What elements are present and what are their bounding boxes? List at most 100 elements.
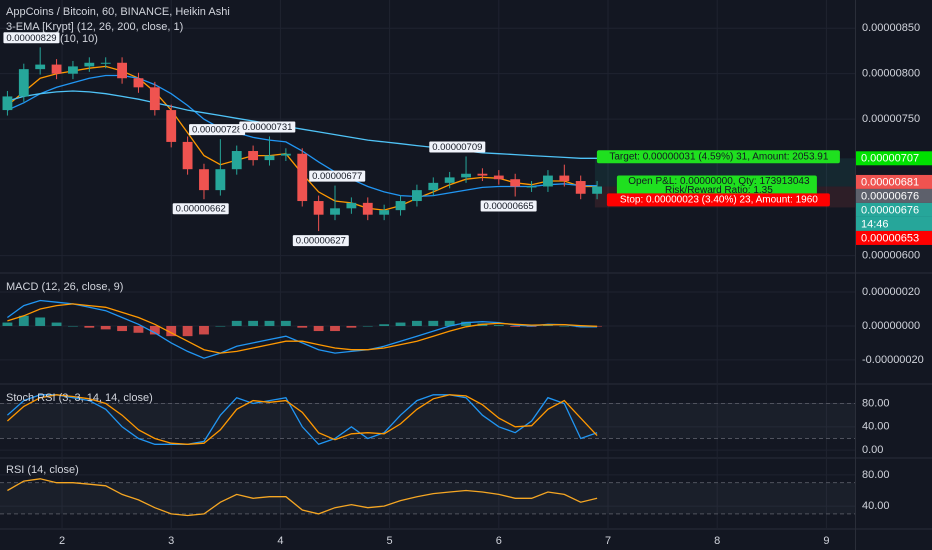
- histogram-bar: [199, 325, 209, 335]
- candle-body: [182, 141, 193, 170]
- indicator-line: [7, 303, 598, 354]
- annotation-label: 0.00000662: [176, 204, 226, 215]
- candle-body: [395, 201, 406, 211]
- x-tick-label: 3: [168, 535, 174, 547]
- histogram-bar: [264, 320, 275, 326]
- candle-body: [592, 186, 602, 194]
- candle-body: [559, 175, 570, 182]
- x-tick-label: 8: [714, 535, 720, 547]
- candle-body: [543, 175, 553, 187]
- histogram-bar: [428, 320, 439, 326]
- indicator-line: [7, 478, 598, 517]
- candle-body: [313, 201, 324, 215]
- price-label-box: [856, 174, 932, 189]
- histogram-bar: [117, 325, 127, 332]
- candle-body: [280, 153, 291, 156]
- candle-body: [2, 96, 13, 111]
- annotation-box: [309, 170, 366, 182]
- y-tick-label: 80.00: [862, 397, 890, 409]
- price-label: 0.00000653: [861, 232, 919, 244]
- indicator-line: [7, 90, 598, 159]
- candle-body: [428, 182, 439, 191]
- histogram-bar: [215, 325, 226, 327]
- x-tick-label: 7: [605, 535, 611, 547]
- histogram-bar: [280, 320, 291, 326]
- histogram-bar: [297, 325, 308, 328]
- annotation-box: [239, 121, 296, 133]
- histogram-bar: [411, 320, 422, 326]
- annotation-label: 0.00000709: [432, 142, 482, 153]
- pane-title: MACD (12, 26, close, 9): [6, 281, 123, 293]
- histogram-bar: [346, 325, 357, 328]
- candle-body: [231, 151, 242, 170]
- indicator-line: [6, 394, 598, 445]
- target-box: [596, 150, 840, 164]
- candle-body: [100, 62, 111, 64]
- candle-body: [297, 153, 308, 202]
- candle-body: [493, 175, 504, 180]
- candle-body: [461, 173, 471, 178]
- candle-body: [35, 64, 46, 70]
- price-label: 0.00000681: [861, 176, 919, 188]
- price-label-box: [856, 202, 932, 217]
- y-tick-label: -0.00000020: [862, 354, 924, 366]
- y-tick-label: 0.00000750: [862, 113, 920, 125]
- candle-body: [149, 87, 160, 111]
- histogram-bar: [133, 325, 144, 333]
- price-label-box: [856, 216, 932, 231]
- histogram-bar: [100, 325, 111, 330]
- annotation-label: 0.00000677: [312, 171, 362, 182]
- histogram-bar: [18, 315, 29, 326]
- x-tick-label: 4: [277, 535, 283, 547]
- candle-body: [84, 62, 95, 67]
- annotation-box: [189, 124, 246, 136]
- histogram-bar: [379, 324, 390, 326]
- histogram-bar: [2, 322, 13, 326]
- indicator-params: (10, 10): [60, 33, 98, 45]
- candle-body: [526, 186, 537, 188]
- pane-title: Stoch RSI (3, 3, 14, 14, close): [6, 392, 153, 404]
- pane-title: RSI (14, close): [6, 464, 79, 476]
- y-tick-label: 0.00000800: [862, 68, 920, 80]
- annotation-label: 0.00000731: [242, 122, 292, 133]
- annotation-label: 0.00000665: [484, 201, 534, 212]
- annotation-label: 0.00000627: [296, 236, 346, 247]
- candle-body: [411, 190, 422, 202]
- annotation-box: [172, 203, 229, 215]
- x-tick-label: 6: [496, 535, 502, 547]
- candle-body: [199, 169, 209, 191]
- x-tick-label: 5: [387, 535, 393, 547]
- histogram-bar: [166, 325, 177, 337]
- candle-body: [346, 202, 357, 209]
- candle-body: [575, 181, 586, 194]
- price-label: 0.00000676: [861, 204, 919, 216]
- y-tick-label: 0.00000600: [862, 250, 920, 262]
- histogram-bar: [182, 325, 193, 337]
- histogram-bar: [248, 320, 259, 326]
- histogram-bar: [51, 322, 62, 326]
- price-label-box: [856, 230, 932, 245]
- target-text: Target: 0.00000031 (4.59%) 31, Amount: 2…: [609, 151, 828, 162]
- histogram-bar: [362, 325, 373, 327]
- histogram-bar: [84, 325, 95, 328]
- candle-body: [166, 110, 177, 142]
- candle-body: [51, 64, 62, 74]
- band: [0, 482, 855, 514]
- price-label-box: [856, 188, 932, 203]
- histogram-bar: [35, 317, 46, 326]
- candle-body: [264, 155, 275, 161]
- price-label: 14:46: [861, 218, 889, 230]
- histogram-bar: [313, 325, 324, 332]
- y-tick-label: 0.00000850: [862, 22, 920, 34]
- candle-body: [330, 208, 340, 215]
- y-tick-label: 0.00: [862, 444, 883, 456]
- histogram-bar: [231, 320, 242, 326]
- y-tick-label: 0.00000000: [862, 320, 920, 332]
- annotation-label: 0.00000728: [192, 125, 242, 136]
- pnl-box: [616, 175, 817, 197]
- y-tick-label: 80.00: [862, 469, 890, 481]
- rr-text: Risk/Reward Ratio: 1.35: [665, 185, 773, 196]
- histogram-bar: [330, 325, 340, 332]
